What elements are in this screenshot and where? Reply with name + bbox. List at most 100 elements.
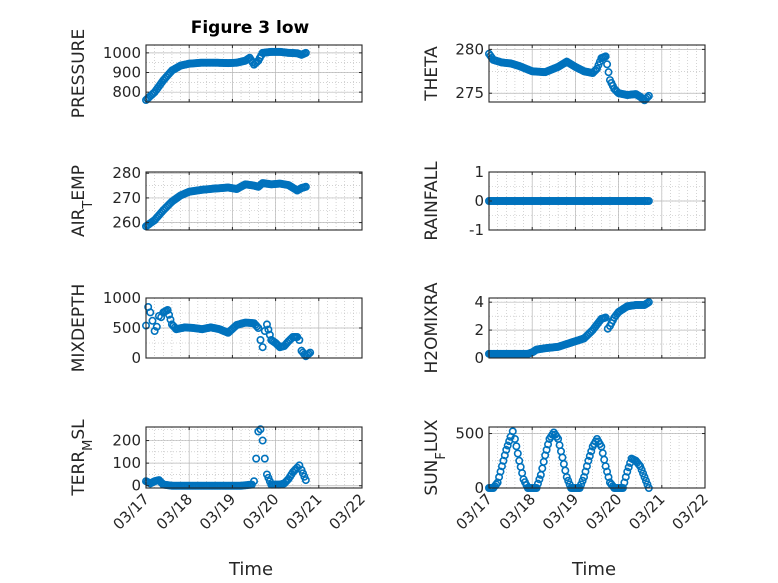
data-point bbox=[503, 441, 512, 450]
y-tick-label: 275 bbox=[455, 84, 484, 102]
tick-marks bbox=[488, 171, 706, 231]
data-point bbox=[163, 305, 172, 314]
y-axis-label: RAINFALL bbox=[422, 161, 442, 241]
x-tick-label: 03/20 bbox=[239, 490, 282, 533]
data-point bbox=[644, 197, 653, 206]
data-point bbox=[641, 476, 650, 485]
x-tick-label: 03/19 bbox=[196, 490, 239, 533]
y-tick-label: 200 bbox=[112, 432, 141, 450]
data-point bbox=[295, 335, 304, 344]
x-tick-label: 03/17 bbox=[110, 490, 153, 533]
subplot-h2omixra: 0 2 4 H2OMIXRA bbox=[422, 282, 706, 374]
y-tick-label: 1 bbox=[474, 163, 484, 181]
y-tick-label: 0 bbox=[474, 349, 484, 367]
data-point bbox=[252, 322, 261, 331]
data-point bbox=[564, 476, 573, 485]
data-point bbox=[624, 463, 633, 472]
data-point bbox=[623, 467, 632, 476]
y-tick-label: 4 bbox=[474, 293, 484, 311]
x-tick-label: 03/21 bbox=[625, 490, 668, 533]
axes-box bbox=[145, 426, 363, 489]
data-point bbox=[603, 60, 612, 69]
data-point bbox=[258, 343, 267, 352]
data-point bbox=[562, 473, 571, 482]
x-tick-label: 03/18 bbox=[496, 490, 539, 533]
data-point bbox=[637, 465, 646, 474]
y-axis-label: THETA bbox=[422, 46, 442, 102]
subplot-sun-flux: 0 500 SUNFLUX bbox=[422, 419, 706, 497]
data-point bbox=[508, 427, 517, 436]
x-tick-labels-right: 03/17 03/18 03/19 03/20 03/21 03/22 bbox=[453, 490, 712, 533]
data-point bbox=[250, 477, 259, 486]
y-tick-label: 100 bbox=[112, 454, 141, 472]
data-point bbox=[148, 316, 157, 325]
subplot-air-temp: 260 270 280 AIRTEMP bbox=[69, 164, 363, 237]
data-point bbox=[639, 469, 648, 478]
x-tick-label: 03/21 bbox=[282, 490, 325, 533]
y-axis-label: PRESSURE bbox=[69, 29, 89, 118]
y-axis-label: TERRMSL bbox=[69, 419, 96, 497]
axes-box bbox=[145, 171, 363, 231]
data-series bbox=[484, 427, 653, 492]
data-series bbox=[142, 425, 310, 490]
x-tick-label: 03/18 bbox=[153, 490, 196, 533]
data-point bbox=[644, 91, 653, 100]
data-point bbox=[510, 434, 519, 443]
data-point bbox=[301, 182, 310, 191]
data-point bbox=[640, 473, 649, 482]
data-point bbox=[578, 476, 587, 485]
y-tick-label: 0 bbox=[474, 192, 484, 210]
tick-marks bbox=[488, 298, 706, 359]
x-tick-label: 03/19 bbox=[539, 490, 582, 533]
x-tick-label: 03/22 bbox=[669, 490, 712, 533]
axes-box bbox=[488, 44, 706, 103]
data-point bbox=[584, 456, 593, 465]
data-series bbox=[484, 298, 653, 358]
data-point bbox=[166, 315, 175, 324]
x-tick-label: 03/20 bbox=[582, 490, 625, 533]
data-series bbox=[484, 197, 653, 206]
y-tick-label: 2 bbox=[474, 321, 484, 339]
data-point bbox=[264, 325, 273, 334]
y-tick-label: 270 bbox=[112, 189, 141, 207]
y-tick-label: 900 bbox=[112, 64, 141, 82]
axes-box bbox=[488, 297, 706, 359]
x-tick-label: 03/22 bbox=[326, 490, 369, 533]
plot-area bbox=[145, 44, 363, 103]
data-point bbox=[644, 298, 653, 307]
y-axis-label: SUNFLUX bbox=[422, 419, 449, 496]
data-point bbox=[502, 445, 511, 454]
plot-area bbox=[488, 426, 706, 489]
tick-marks bbox=[145, 427, 363, 488]
subplot-rainfall: -1 0 1 RAINFALL bbox=[422, 161, 706, 241]
y-axis-label: H2OMIXRA bbox=[422, 282, 442, 373]
data-point bbox=[260, 326, 269, 335]
data-point bbox=[265, 330, 274, 339]
x-axis-label-left: Time bbox=[228, 559, 273, 580]
axes-box bbox=[145, 44, 363, 103]
data-point bbox=[152, 322, 161, 331]
x-axis-label-right: Time bbox=[571, 559, 616, 580]
data-point bbox=[533, 479, 542, 488]
data-point bbox=[601, 52, 610, 61]
data-point bbox=[256, 425, 265, 434]
data-series bbox=[484, 49, 653, 105]
y-tick-label: 280 bbox=[112, 164, 141, 182]
y-tick-label: 500 bbox=[455, 425, 484, 443]
subplot-theta: 275 280 THETA bbox=[422, 40, 706, 105]
tick-marks bbox=[145, 45, 363, 102]
data-point bbox=[304, 349, 313, 358]
y-tick-label: 500 bbox=[112, 319, 141, 337]
data-series bbox=[142, 47, 310, 105]
data-point bbox=[165, 310, 174, 319]
y-tick-label: 800 bbox=[112, 83, 141, 101]
data-point bbox=[585, 452, 594, 461]
y-tick-label: 0 bbox=[131, 349, 141, 367]
data-series bbox=[142, 302, 315, 361]
figure-title: Figure 3 low bbox=[191, 18, 310, 38]
data-point bbox=[150, 326, 159, 335]
axes-box bbox=[488, 426, 706, 489]
